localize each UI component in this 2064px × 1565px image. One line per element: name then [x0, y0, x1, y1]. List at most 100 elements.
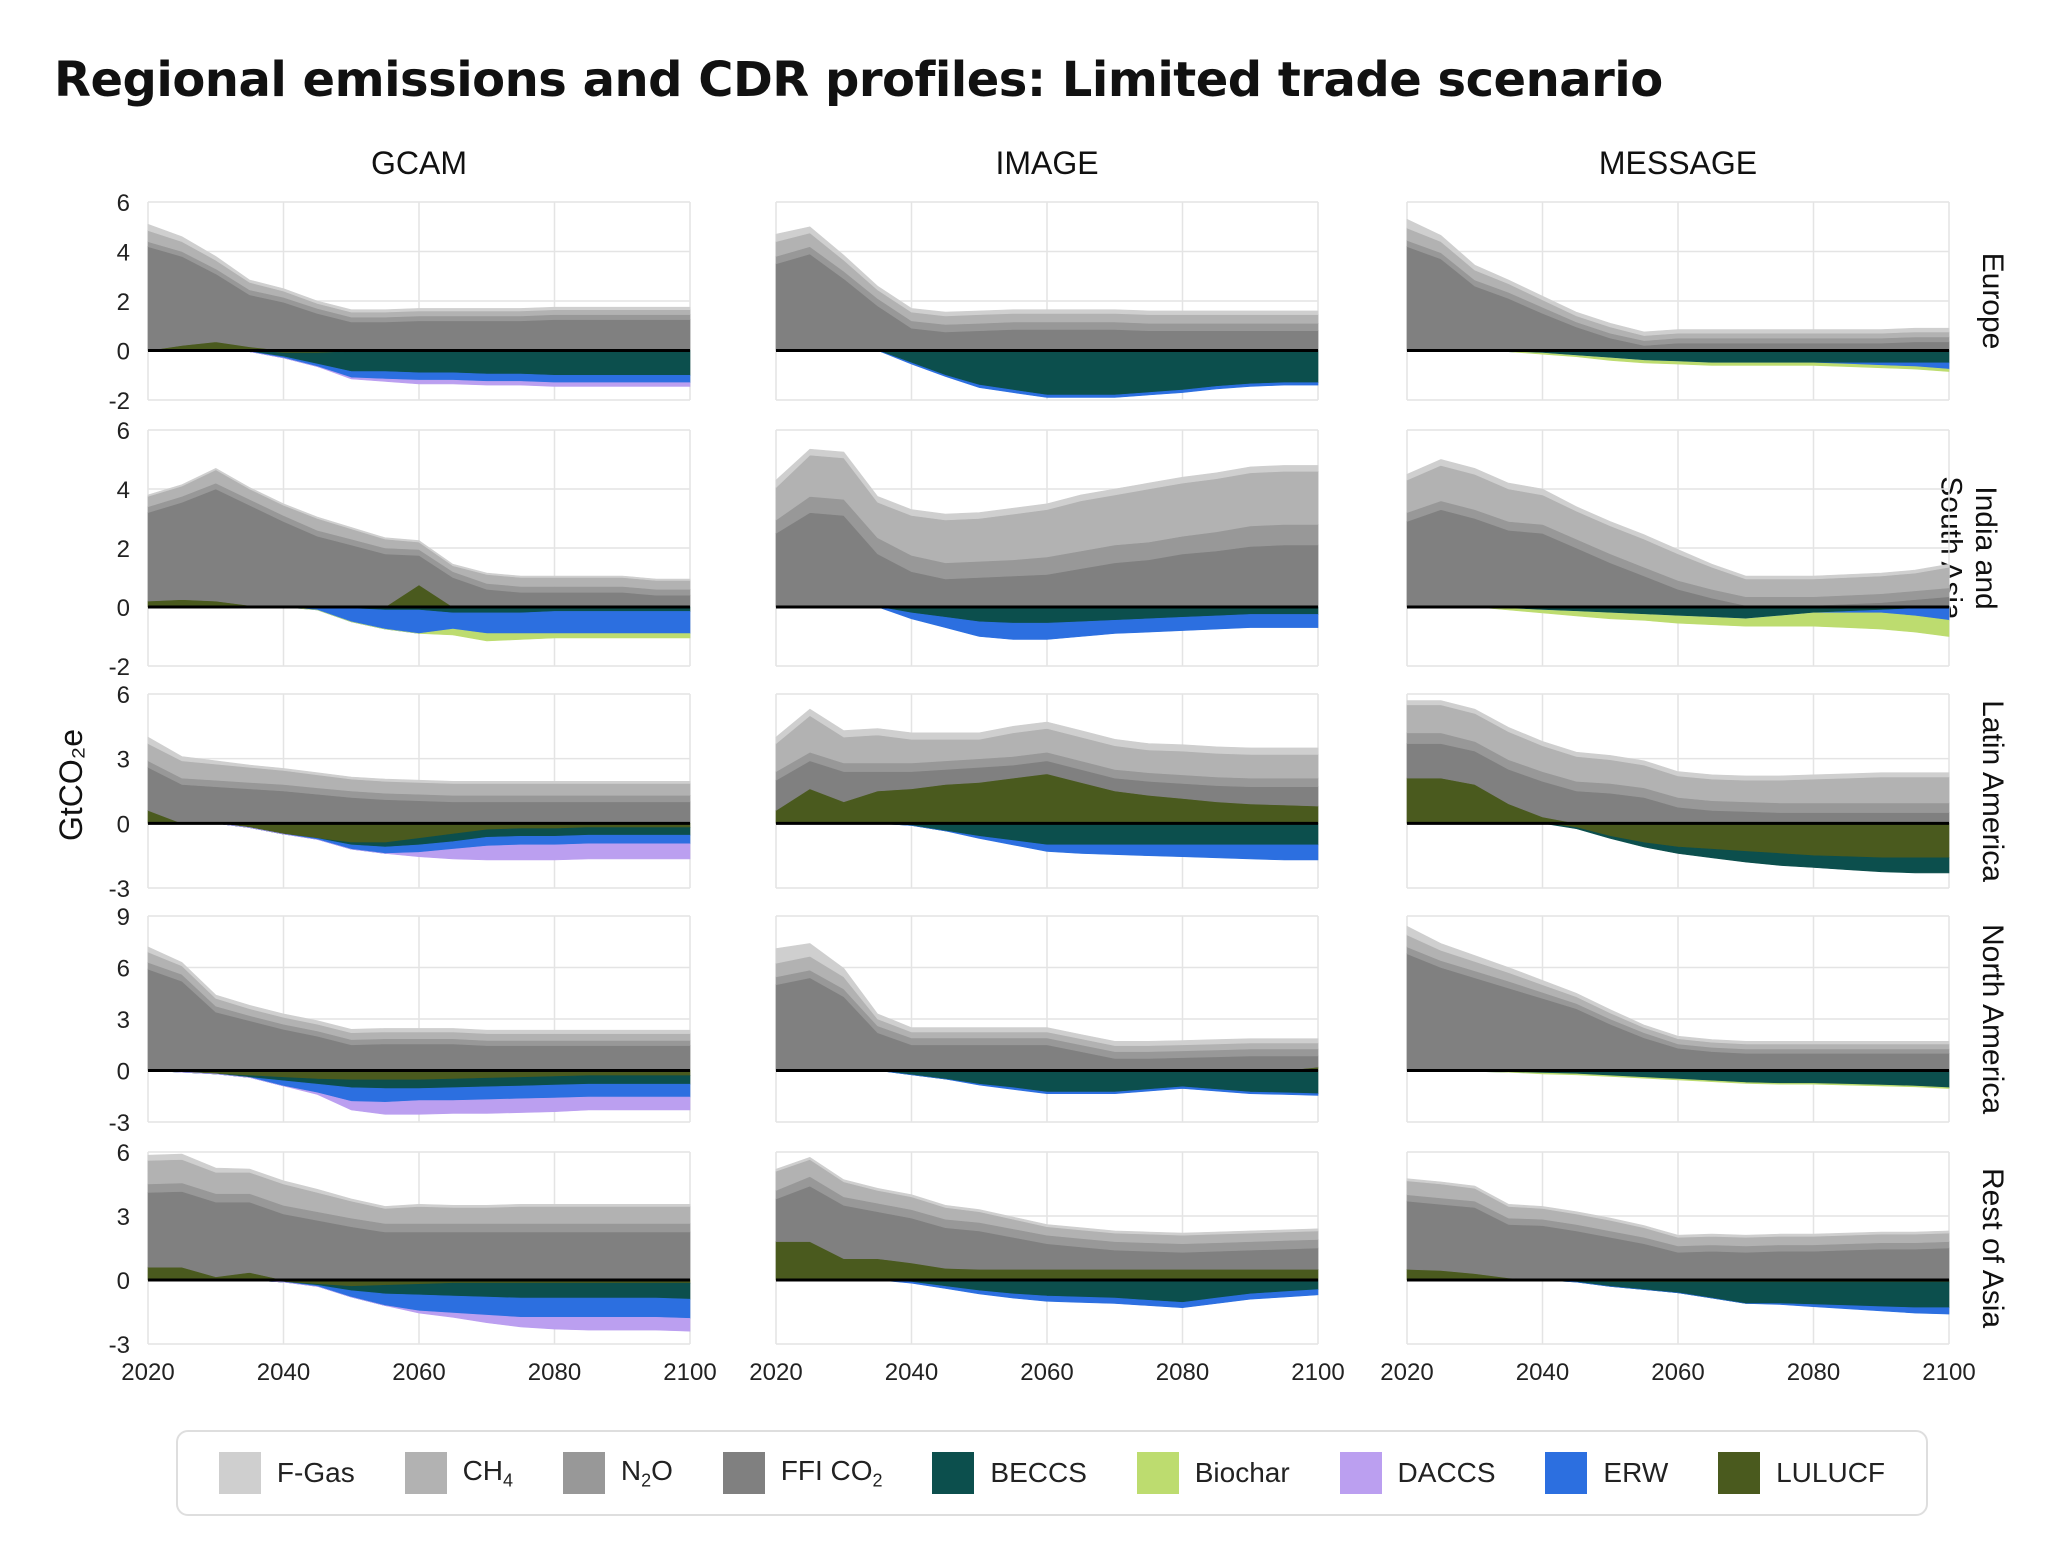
- panel-europe-image: [775, 201, 1319, 401]
- area-beccs-latin-america-image: [776, 823, 1319, 846]
- panel-latin-america-image: [775, 693, 1319, 889]
- legend-label: N2O: [620, 1454, 673, 1491]
- legend-label: FFI CO2: [780, 1454, 883, 1491]
- legend-item-f-gas: F-Gas: [218, 1452, 355, 1494]
- area-f-gas-india-and-south-asia-gcam: [147, 468, 691, 581]
- area-erw-latin-america-image: [776, 823, 1319, 861]
- legend-label: CH4: [462, 1454, 514, 1491]
- x-tick-label: 2100: [1291, 1359, 1344, 1386]
- legend-swatch: [562, 1452, 605, 1494]
- x-tick-label: 2020: [121, 1359, 174, 1386]
- area-daccs-north-america-gcam: [147, 1070, 691, 1115]
- area-daccs-rest-of-asia-gcam: [148, 1279, 691, 1332]
- panel-rest-of-asia-image: [775, 1151, 1319, 1345]
- area-biochar-india-and-south-asia-message: [1407, 606, 1950, 637]
- area-biochar-europe-message: [1407, 350, 1950, 372]
- legend-swatch: [1339, 1452, 1382, 1494]
- y-tick-label: -3: [109, 1332, 130, 1359]
- y-tick-label: 2: [117, 536, 130, 563]
- area-beccs-latin-america-message: [1407, 823, 1950, 874]
- legend-item-beccs: BECCS: [932, 1452, 1087, 1494]
- panel-rest-of-asia-message: [1406, 1151, 1950, 1345]
- x-tick-label: 2100: [1922, 1359, 1975, 1386]
- y-tick-label: 4: [117, 477, 130, 504]
- area-f-gas-north-america-image: [775, 943, 1319, 1046]
- legend-item-daccs: DACCS: [1339, 1452, 1496, 1494]
- area-daccs-europe-gcam: [148, 350, 691, 387]
- panel-latin-america-message: [1406, 693, 1950, 889]
- area-erw-rest-of-asia-image: [776, 1279, 1319, 1309]
- model-title-image: IMAGE: [995, 145, 1098, 181]
- y-tick-label: 6: [117, 956, 130, 983]
- area-f-gas-rest-of-asia-image: [775, 1156, 1319, 1236]
- area-biochar-north-america-message: [1407, 1070, 1950, 1089]
- y-axis-label: GtCO₂e: [53, 729, 89, 841]
- panel-europe-gcam: [147, 201, 691, 401]
- x-tick-label: 2040: [1516, 1359, 1569, 1386]
- y-tick-label: -3: [109, 876, 130, 903]
- y-tick-label: 3: [117, 1007, 130, 1034]
- panel-india-and-south-asia-message: [1406, 429, 1950, 667]
- panel-latin-america-gcam: [147, 693, 691, 889]
- legend-item-biochar: Biochar: [1136, 1452, 1290, 1494]
- panel-india-and-south-asia-image: [775, 429, 1319, 667]
- legend: F-Gas CH4 N2O FFI CO2 BECCS Biochar DACCS ERW LU…: [176, 1430, 1928, 1516]
- area-f-gas-rest-of-asia-gcam: [147, 1153, 691, 1209]
- x-tick-label: 2080: [528, 1359, 581, 1386]
- x-tick-label: 2040: [257, 1359, 310, 1386]
- legend-item-lulucf: LULUCF: [1718, 1452, 1885, 1494]
- y-tick-label: 9: [117, 904, 130, 931]
- y-tick-label: 0: [117, 595, 130, 622]
- y-tick-label: 6: [117, 418, 130, 445]
- model-title-gcam: GCAM: [371, 145, 467, 181]
- region-label-europe: Europe: [1976, 253, 2009, 350]
- panel-india-and-south-asia-gcam: [147, 429, 691, 667]
- area-erw-north-america-image: [776, 1070, 1319, 1096]
- area-beccs-europe-image: [776, 350, 1319, 396]
- y-tick-label: 6: [117, 190, 130, 217]
- area-beccs-europe-gcam: [148, 350, 691, 376]
- y-tick-label: 0: [117, 1059, 130, 1086]
- legend-label: LULUCF: [1776, 1457, 1886, 1488]
- legend-label: ERW: [1603, 1457, 1669, 1488]
- panel-rest-of-asia-gcam: [147, 1151, 691, 1345]
- y-tick-label: 6: [117, 1140, 130, 1167]
- y-tick-label: 2: [117, 289, 130, 316]
- model-title-message: MESSAGE: [1599, 145, 1757, 181]
- x-tick-label: 2040: [885, 1359, 938, 1386]
- legend-label: F-Gas: [276, 1457, 355, 1488]
- x-tick-label: 2060: [392, 1359, 445, 1386]
- y-tick-label: 3: [117, 747, 130, 774]
- area-f-gas-north-america-gcam: [147, 946, 691, 1034]
- x-tick-label: 2020: [749, 1359, 802, 1386]
- y-tick-label: 4: [117, 240, 130, 267]
- legend-label: Biochar: [1194, 1457, 1290, 1488]
- x-tick-label: 2080: [1787, 1359, 1840, 1386]
- legend-swatch: [932, 1452, 975, 1494]
- x-tick-label: 2060: [1020, 1359, 1073, 1386]
- area-f-gas-europe-image: [775, 226, 1319, 317]
- area-f-gas-europe-message: [1406, 218, 1950, 336]
- x-tick-label: 2060: [1651, 1359, 1704, 1386]
- region-label-latin-america: Latin America: [1976, 700, 2009, 882]
- region-label-north-america: North America: [1976, 924, 2009, 1114]
- area-f-gas-latin-america-message: [1406, 700, 1950, 781]
- region-label-rest-of-asia: Rest of Asia: [1976, 1168, 2009, 1328]
- area-f-gas-latin-america-gcam: [147, 736, 691, 784]
- area-daccs-latin-america-gcam: [148, 823, 691, 861]
- legend-label: BECCS: [990, 1457, 1087, 1488]
- legend-label: DACCS: [1397, 1457, 1496, 1488]
- area-biochar-india-and-south-asia-gcam: [148, 606, 691, 642]
- y-tick-label: -3: [109, 1110, 130, 1137]
- legend-swatch: [218, 1452, 261, 1494]
- area-erw-india-and-south-asia-image: [776, 606, 1319, 640]
- y-tick-label: 6: [117, 682, 130, 709]
- y-tick-label: 0: [117, 339, 130, 366]
- area-beccs-europe-message: [1407, 350, 1950, 364]
- y-tick-label: -2: [109, 388, 130, 415]
- legend-swatch: [404, 1452, 447, 1494]
- area-f-gas-india-and-south-asia-message: [1406, 459, 1950, 580]
- x-tick-label: 2100: [663, 1359, 716, 1386]
- y-tick-label: 0: [117, 811, 130, 838]
